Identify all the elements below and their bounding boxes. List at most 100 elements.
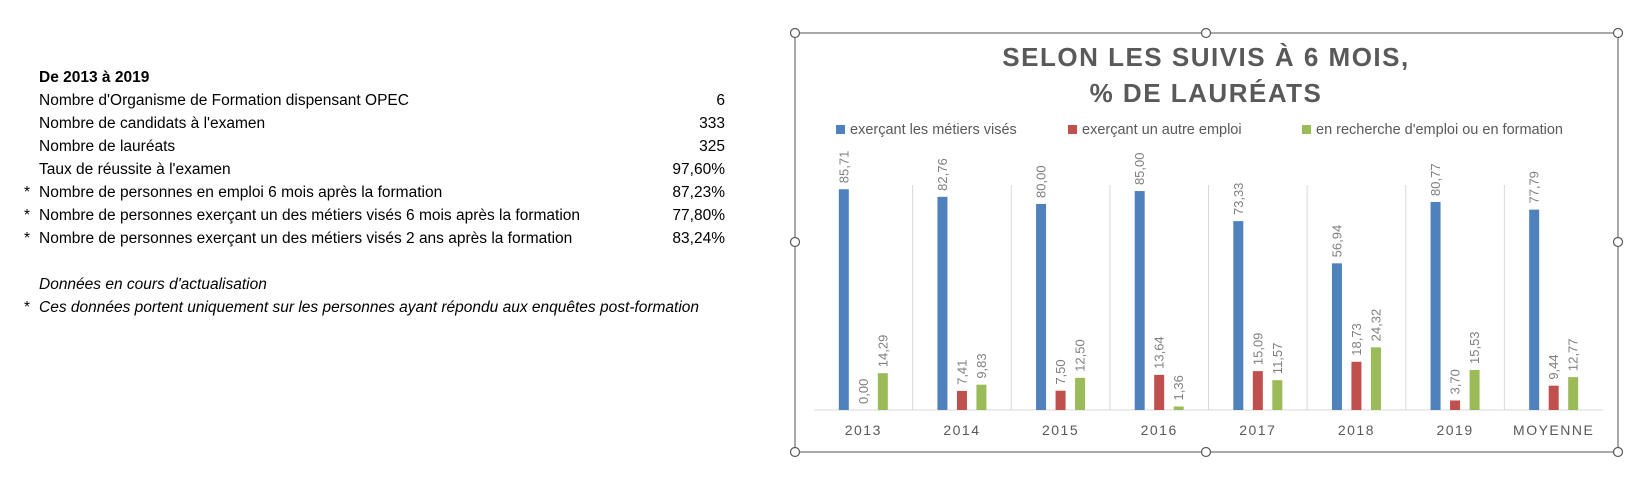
bar: [956, 390, 967, 410]
stats-row-label: Nombre de personnes exerçant un des méti…: [39, 230, 573, 247]
bar: [1450, 400, 1461, 410]
x-tick-label: 2015: [1042, 422, 1079, 438]
data-label: 80,00: [1034, 165, 1049, 198]
x-tick-label: 2018: [1338, 422, 1375, 438]
bar: [877, 373, 888, 410]
data-label: 3,70: [1448, 369, 1463, 394]
legend-swatch: [836, 125, 845, 134]
resize-handle[interactable]: [789, 446, 801, 458]
data-label: 77,79: [1527, 171, 1542, 204]
bar: [1233, 221, 1244, 410]
bar: [838, 189, 849, 410]
bar: [1548, 385, 1559, 410]
x-tick-label: MOYENNE: [1513, 422, 1594, 438]
bar: [976, 384, 987, 410]
bar: [1134, 191, 1145, 410]
asterisk: *: [24, 230, 31, 247]
stats-row-label: Nombre d'Organisme de Formation dispensa…: [39, 92, 409, 109]
stats-panel: De 2013 à 2019 Nombre d'Organisme de For…: [0, 0, 740, 480]
bar: [1469, 369, 1480, 410]
data-label: 56,94: [1329, 225, 1344, 258]
chart-title-line2: % DE LAURÉATS: [1090, 78, 1323, 108]
legend-swatch: [1302, 125, 1311, 134]
chart-legend: exerçant les métiers visés exerçant un au…: [836, 122, 1563, 138]
data-label: 7,41: [954, 360, 969, 385]
data-label: 15,09: [1250, 333, 1265, 366]
chart-title-line1: SELON LES SUIVIS À 6 MOIS,: [1002, 42, 1409, 72]
note-row: * Ces données portent uniquement sur les…: [0, 296, 740, 320]
stats-row: * Nombre de personnes exerçant un des mé…: [0, 227, 740, 251]
stats-row-value: 325: [699, 138, 725, 155]
stats-row-value: 83,24%: [672, 230, 725, 247]
stats-row-value: 77,80%: [672, 207, 725, 224]
legend-swatch: [1068, 125, 1077, 134]
resize-handle[interactable]: [1612, 446, 1624, 458]
bar: [1568, 377, 1579, 410]
selection-handles[interactable]: [789, 27, 1624, 458]
stats-row-label: Nombre de lauréats: [39, 138, 176, 155]
note-row: Données en cours d'actualisation: [0, 273, 740, 297]
chart-x-tick-labels: 2013 2014 2015 2016 2017 2018 2019 MOYENNE: [845, 422, 1594, 438]
asterisk: *: [24, 299, 31, 316]
stats-row-label: Nombre de personnes en emploi 6 mois apr…: [39, 184, 443, 201]
stats-row: * Nombre de personnes en emploi 6 mois a…: [0, 181, 740, 205]
resize-handle[interactable]: [1200, 446, 1212, 458]
resize-handle[interactable]: [1612, 27, 1624, 39]
data-label: 11,57: [1270, 343, 1285, 375]
bar: [1370, 347, 1381, 410]
resize-handle[interactable]: [1200, 27, 1212, 39]
asterisk: *: [24, 207, 31, 224]
data-label: 0,00: [856, 379, 871, 404]
bar: [1430, 201, 1441, 410]
bar: [1036, 203, 1047, 410]
stats-row-value: 333: [699, 115, 725, 132]
chart-bars: [838, 189, 1579, 410]
x-tick-label: 2013: [845, 422, 882, 438]
data-label: 7,50: [1053, 359, 1068, 384]
stats-heading-row: De 2013 à 2019: [0, 66, 740, 90]
data-label: 82,76: [935, 158, 950, 191]
data-label: 15,53: [1467, 331, 1482, 364]
bar: [1075, 377, 1086, 410]
note-footnote: Ces données portent uniquement sur les p…: [39, 299, 700, 316]
chart-data-labels: 85,71 0,00 14,29 82,76 7,41 9,83 80,00 7,50 12,5…: [836, 151, 1580, 404]
stats-row-label: Taux de réussite à l'examen: [39, 161, 231, 178]
bar: [1529, 209, 1540, 410]
chart-frame[interactable]: [794, 32, 1619, 453]
resize-handle[interactable]: [789, 236, 801, 248]
stats-row-value: 87,23%: [672, 184, 725, 201]
stats-row: Taux de réussite à l'examen 97,60%: [0, 158, 740, 182]
bar: [1351, 361, 1362, 410]
note-update: Données en cours d'actualisation: [39, 276, 267, 293]
data-label: 85,71: [836, 151, 851, 184]
data-label: 9,83: [974, 353, 989, 378]
x-tick-label: 2016: [1141, 422, 1178, 438]
data-label: 18,73: [1349, 323, 1364, 356]
legend-label: exerçant un autre emploi: [1082, 122, 1242, 138]
stats-row-label: Nombre de candidats à l'examen: [39, 115, 266, 132]
data-label: 24,32: [1368, 309, 1383, 342]
bar: [937, 196, 948, 410]
x-tick-label: 2019: [1436, 422, 1473, 438]
x-tick-label: 2014: [943, 422, 980, 438]
resize-handle[interactable]: [789, 27, 801, 39]
bar: [1055, 390, 1066, 410]
stats-row: Nombre de candidats à l'examen 333: [0, 112, 740, 136]
data-label: 85,00: [1132, 153, 1147, 186]
data-label: 13,64: [1152, 336, 1167, 369]
stats-row: Nombre de lauréats 325: [0, 135, 740, 159]
data-label: 73,33: [1231, 183, 1246, 216]
bar: [1154, 374, 1165, 410]
resize-handle[interactable]: [1612, 236, 1624, 248]
bar: [1331, 263, 1342, 410]
legend-label: exerçant les métiers visés: [850, 122, 1017, 138]
data-label: 14,29: [875, 335, 890, 368]
asterisk: *: [24, 184, 31, 201]
data-label: 12,77: [1566, 339, 1581, 372]
x-tick-label: 2017: [1239, 422, 1276, 438]
data-label: 9,44: [1546, 354, 1561, 379]
bar: [1173, 406, 1184, 410]
stats-row-label: Nombre de personnes exerçant un des méti…: [39, 207, 581, 224]
data-label: 80,77: [1428, 163, 1443, 196]
